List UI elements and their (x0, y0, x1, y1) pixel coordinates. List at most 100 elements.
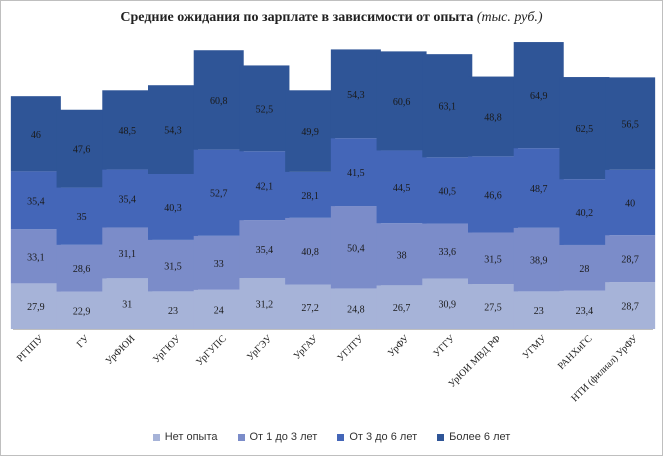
bar-segment (193, 235, 244, 290)
data-label: 35,4 (119, 195, 137, 206)
legend-item: Нет опыта (152, 431, 218, 443)
data-label: 40,3 (164, 203, 182, 214)
data-label: 40 (625, 198, 635, 209)
category-label: УрФУ (386, 333, 412, 359)
data-label: 27,9 (27, 302, 45, 313)
bar-segment (422, 223, 473, 279)
data-label: 27,2 (301, 303, 319, 314)
bar-segment (239, 220, 290, 278)
data-label: 63,1 (439, 102, 457, 113)
chart-title-unit: (тыс. руб.) (476, 10, 543, 25)
data-label: 48,5 (119, 126, 137, 137)
data-label: 41,5 (347, 168, 365, 179)
data-label: 38,9 (530, 256, 548, 267)
data-label: 31,1 (119, 249, 137, 260)
data-label: 49,9 (301, 127, 319, 138)
chart-title: Средние ожидания по зарплате в зависимос… (1, 10, 662, 26)
bar-segment (10, 171, 61, 230)
data-label: 26,7 (393, 303, 411, 314)
legend-swatch (437, 433, 445, 441)
bar-segment (422, 157, 473, 224)
data-label: 56,5 (621, 120, 639, 131)
bar-segment (376, 150, 427, 224)
bar-segment (285, 284, 336, 329)
category-label: РАНХиГС (556, 333, 595, 372)
bar-segment (468, 284, 518, 329)
data-label: 31,5 (164, 262, 182, 273)
bar-segment (330, 206, 381, 289)
bar-segment (285, 217, 336, 285)
bar-segment (102, 278, 153, 329)
bar-segment (422, 54, 473, 158)
data-label: 46,6 (484, 190, 502, 201)
legend-item: От 3 до 6 лет (337, 431, 417, 443)
legend-swatch (152, 433, 160, 441)
data-label: 31,2 (256, 299, 274, 310)
bar-segment (193, 50, 244, 150)
data-label: 23 (534, 306, 544, 317)
data-label: 40,5 (439, 186, 457, 197)
data-label: 64,9 (530, 91, 548, 102)
data-label: 33 (214, 259, 224, 270)
bar-segment (605, 282, 656, 329)
data-label: 62,5 (576, 124, 594, 135)
bar-segment (468, 232, 518, 285)
data-label: 38 (397, 250, 407, 261)
data-label: 35,4 (256, 245, 274, 256)
chart-title-text: Средние ожидания по зарплате в зависимос… (120, 10, 474, 25)
bar-segment (102, 169, 153, 228)
legend-swatch (237, 433, 245, 441)
data-label: 23,4 (576, 306, 594, 317)
category-label: УГЛТУ (336, 333, 367, 364)
bar-segment (376, 51, 427, 151)
bar-segment (56, 109, 107, 188)
category-label: УГГУ (431, 333, 458, 360)
bar-segment (422, 278, 473, 329)
data-label: 44,5 (393, 183, 411, 194)
data-label: 40,2 (576, 208, 594, 219)
data-label: 28,7 (621, 302, 639, 313)
data-label: 52,5 (256, 104, 274, 115)
legend-label: Более 6 лет (449, 431, 511, 443)
bar-segment (513, 291, 564, 329)
bar-segment (10, 229, 61, 284)
bar-segment (148, 239, 198, 292)
bar-segment (513, 42, 564, 149)
data-label: 48,7 (530, 184, 548, 195)
bar-segment (376, 285, 427, 329)
data-label: 42,1 (256, 182, 274, 193)
legend-item: От 1 до 3 лет (237, 431, 317, 443)
bar-segment (605, 169, 656, 236)
legend-item: Более 6 лет (437, 431, 510, 443)
data-label: 24,8 (347, 305, 365, 316)
bar-segment (330, 138, 381, 207)
legend-label: Нет опыта (164, 431, 218, 443)
bar-segment (559, 179, 610, 245)
category-label: УГМУ (521, 333, 550, 362)
data-label: 60,6 (393, 97, 411, 108)
data-label: 27,5 (484, 303, 502, 314)
data-label: 35 (77, 212, 87, 223)
bar-segment (605, 235, 656, 283)
data-label: 60,8 (210, 96, 228, 107)
data-label: 40,8 (301, 247, 319, 258)
legend-label: От 3 до 6 лет (349, 431, 418, 443)
data-label: 28,7 (621, 255, 639, 266)
bar-segment (148, 174, 198, 240)
chart-legend: Нет опыта От 1 до 3 лет От 3 до 6 лет Более… (1, 431, 662, 443)
data-label: 28,1 (301, 191, 319, 202)
bar-segment (468, 76, 518, 157)
bar-segment (10, 283, 61, 329)
data-label: 54,3 (164, 126, 182, 137)
bar-segment (102, 90, 153, 170)
category-label: ГУ (75, 333, 93, 351)
bar-segment (330, 288, 381, 329)
data-label: 28,6 (73, 264, 91, 275)
bar-segment (239, 277, 290, 329)
data-label: 24 (214, 305, 224, 316)
bar-segment (513, 148, 564, 228)
bar-segment (330, 49, 381, 139)
category-label: УрГЮУ (151, 333, 184, 366)
